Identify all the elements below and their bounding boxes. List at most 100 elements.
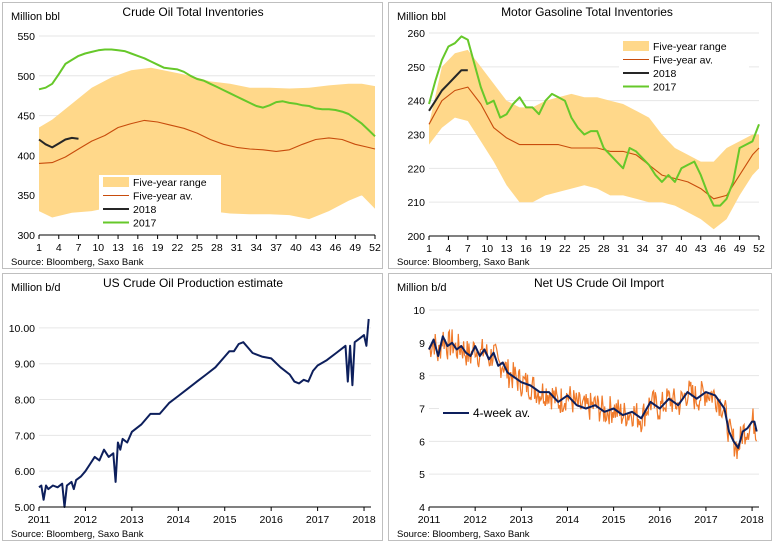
c2-legend-2018-label: 2018: [653, 68, 677, 80]
c3-y-tick-label-2: 7.00: [15, 430, 36, 442]
c3-y-tick-label-0: 5.00: [15, 502, 36, 514]
c2-series-2018: [428, 69, 468, 112]
c1-x-tick-label-4: 13: [112, 242, 124, 254]
c2-y-tick-label-6: 260: [407, 28, 425, 40]
c1-legend-five-year-range-swatch: [103, 177, 129, 187]
c1-x-tick-label-14: 43: [310, 242, 322, 254]
c1-x-tick-label-8: 25: [191, 242, 203, 254]
crude-oil-inventories-svg: Crude Oil Total Inventories Million bbl 30…: [11, 5, 381, 268]
c3-y-unit-label: Million b/d: [11, 282, 61, 294]
c4-x-tick-label-3: 2014: [556, 514, 580, 526]
c1-title: Crude Oil Total Inventories: [122, 5, 263, 19]
c3-x-tick-label-1: 2012: [74, 514, 98, 526]
c1-x-tick-label-10: 31: [231, 242, 243, 254]
c4-weekly-import-line: [428, 328, 758, 460]
c4-x-tick-label-1: 2012: [463, 514, 487, 526]
c4-y-tick-label-3: 7: [419, 404, 425, 416]
net-crude-import-chart: Net US Crude Oil Import Million b/d 4 5 6 7 8 9…: [388, 273, 772, 541]
c4-x-tick-label-5: 2016: [648, 514, 672, 526]
c4-y-tick-label-6: 10: [413, 305, 425, 317]
c3-y-tick-label-1: 6.00: [15, 466, 36, 478]
c2-x-tick-label-6: 19: [540, 243, 552, 255]
c4-source-note: Source: Bloomberg, Saxo Bank: [397, 529, 530, 540]
c4-y-tick-label-5: 9: [419, 338, 425, 350]
c1-x-tick-label-1: 4: [56, 242, 62, 254]
c2-x-tick-label-4: 13: [501, 243, 513, 255]
c3-source-note: Source: Bloomberg, Saxo Bank: [11, 529, 144, 540]
c2-x-tick-label-0: 1: [426, 243, 432, 255]
c1-x-tick-label-15: 46: [330, 242, 342, 254]
c4-y-tick-label-4: 8: [419, 371, 425, 383]
c3-y-tick-label-4: 9.00: [15, 359, 36, 371]
c2-x-tick-label-2: 7: [465, 243, 471, 255]
c4-y-tick-label-1: 5: [419, 469, 425, 481]
c4-x-tick-label-7: 2018: [740, 514, 764, 526]
c1-legend-five-year-av--label: Five-year av.: [133, 191, 193, 203]
c3-y-tick-label-3: 8.00: [15, 395, 36, 407]
c1-y-tick-label-4: 500: [17, 71, 35, 83]
c1-series-2018: [38, 136, 79, 149]
c1-x-tick-label-11: 34: [251, 242, 263, 254]
c3-title: US Crude Oil Production estimate: [103, 276, 283, 290]
c2-y-tick-label-5: 250: [407, 62, 425, 74]
c2-five-year-range-band: [429, 49, 759, 230]
c4-legend-4-week-av--label: 4-week av.: [473, 406, 530, 420]
c2-x-tick-label-9: 28: [598, 243, 610, 255]
c1-y-tick-label-0: 300: [17, 230, 35, 242]
c3-x-tick-label-3: 2014: [167, 514, 191, 526]
c2-x-tick-label-3: 10: [481, 243, 493, 255]
c2-x-tick-label-5: 16: [520, 243, 532, 255]
c1-legend-2018-label: 2018: [133, 204, 157, 216]
c4-legend-box: [439, 406, 549, 424]
c2-y-tick-label-2: 220: [407, 163, 425, 175]
c1-y-tick-label-5: 550: [17, 31, 35, 43]
c1-x-tick-label-16: 49: [349, 242, 361, 254]
c1-y-unit-label: Million bbl: [11, 11, 60, 23]
crude-oil-inventories-chart: Crude Oil Total Inventories Million bbl 30…: [2, 2, 383, 269]
net-crude-import-svg: Net US Crude Oil Import Million b/d 4 5 6 7 8 9…: [397, 276, 764, 540]
c2-legend-2017-label: 2017: [653, 82, 677, 94]
us-crude-production-svg: US Crude Oil Production estimate Million …: [9, 276, 376, 540]
c2-legend-five-year-av--label: Five-year av.: [653, 55, 713, 67]
us-crude-production-chart: US Crude Oil Production estimate Million …: [2, 273, 383, 541]
c1-legend-2017-label: 2017: [133, 218, 157, 230]
c1-series-five-year-av-: [38, 119, 376, 164]
c3-x-tick-label-0: 2011: [28, 514, 51, 526]
c2-x-tick-label-7: 22: [559, 243, 571, 255]
c1-y-tick-label-1: 350: [17, 190, 35, 202]
c2-y-tick-label-3: 230: [407, 130, 425, 142]
c4-y-tick-label-2: 6: [419, 436, 425, 448]
c1-x-tick-label-3: 10: [92, 242, 104, 254]
c2-x-tick-label-12: 37: [656, 243, 668, 255]
c2-y-tick-label-4: 240: [407, 96, 425, 108]
c3-y-tick-label-5: 10.00: [9, 323, 35, 335]
c2-x-tick-label-10: 31: [617, 243, 629, 255]
c1-x-tick-label-7: 22: [172, 242, 184, 254]
c1-x-tick-label-5: 16: [132, 242, 144, 254]
c3-x-tick-label-5: 2016: [259, 514, 283, 526]
c1-x-tick-label-13: 40: [290, 242, 302, 254]
c4-y-tick-label-0: 4: [419, 502, 425, 514]
c2-x-tick-label-11: 34: [637, 243, 649, 255]
c2-y-unit-label: Million bbl: [397, 11, 446, 23]
c1-y-tick-label-2: 400: [17, 150, 35, 162]
c2-x-tick-label-14: 43: [695, 243, 707, 255]
c1-x-tick-label-0: 1: [36, 242, 42, 254]
c1-source-note: Source: Bloomberg, Saxo Bank: [11, 257, 144, 268]
c2-x-tick-label-8: 25: [578, 243, 590, 255]
c4-x-tick-label-4: 2015: [602, 514, 626, 526]
c2-legend-five-year-range-label: Five-year range: [653, 41, 727, 53]
c4-x-tick-label-6: 2017: [694, 514, 718, 526]
c1-series-2017: [38, 48, 376, 138]
c3-x-tick-label-7: 2018: [352, 514, 376, 526]
c4-title: Net US Crude Oil Import: [534, 276, 665, 290]
c1-x-tick-label-17: 52: [369, 242, 381, 254]
c2-series-2017: [428, 35, 760, 207]
motor-gasoline-inventories-chart: Motor Gasoline Total Inventories Million …: [388, 2, 772, 269]
c2-x-tick-label-1: 4: [445, 243, 451, 255]
c4-y-unit-label: Million b/d: [397, 282, 447, 294]
c3-x-tick-label-4: 2015: [213, 514, 237, 526]
c1-x-tick-label-6: 19: [152, 242, 164, 254]
c2-x-tick-label-16: 49: [734, 243, 746, 255]
c4-x-tick-label-0: 2011: [418, 514, 441, 526]
